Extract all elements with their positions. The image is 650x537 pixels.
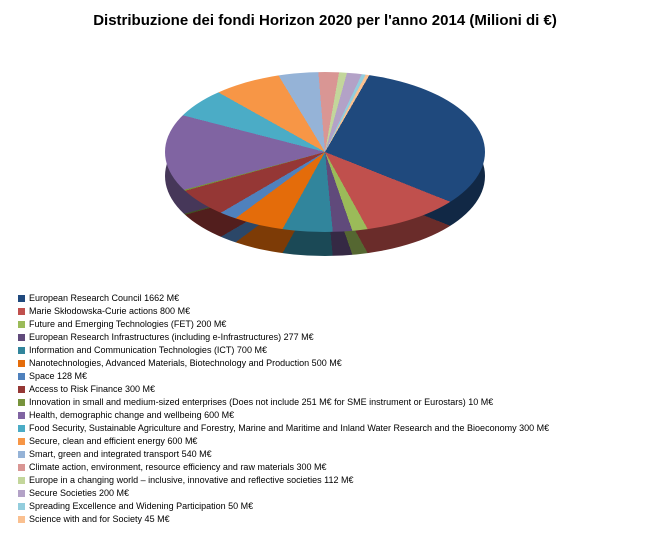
legend-item: Information and Communication Technologi… [18,344,549,357]
legend-label: Future and Emerging Technologies (FET) 2… [29,318,226,331]
legend-item: Nanotechnologies, Advanced Materials, Bi… [18,357,549,370]
legend-item: Access to Risk Finance 300 M€ [18,383,549,396]
legend-swatch [18,412,25,419]
legend-label: Health, demographic change and wellbeing… [29,409,234,422]
legend-label: Smart, green and integrated transport 54… [29,448,212,461]
chart-title: Distribuzione dei fondi Horizon 2020 per… [0,0,650,37]
legend-swatch [18,477,25,484]
legend-item: European Research Infrastructures (inclu… [18,331,549,344]
legend-swatch [18,464,25,471]
pie-3d [165,62,485,272]
legend-label: Food Security, Sustainable Agriculture a… [29,422,549,435]
legend-swatch [18,334,25,341]
legend-label: Information and Communication Technologi… [29,344,267,357]
legend-swatch [18,347,25,354]
legend-swatch [18,386,25,393]
legend-swatch [18,295,25,302]
legend-item: Food Security, Sustainable Agriculture a… [18,422,549,435]
legend-swatch [18,308,25,315]
legend: European Research Council 1662 M€Marie S… [18,292,549,526]
legend-label: Climate action, environment, resource ef… [29,461,326,474]
legend-label: Innovation in small and medium-sized ent… [29,396,493,409]
legend-swatch [18,360,25,367]
legend-swatch [18,516,25,523]
legend-label: Marie Skłodowska-Curie actions 800 M€ [29,305,190,318]
legend-item: Secure Societies 200 M€ [18,487,549,500]
legend-label: European Research Infrastructures (inclu… [29,331,314,344]
legend-item: Secure, clean and efficient energy 600 M… [18,435,549,448]
legend-item: Health, demographic change and wellbeing… [18,409,549,422]
legend-swatch [18,425,25,432]
legend-label: Spreading Excellence and Widening Partic… [29,500,253,513]
legend-label: Science with and for Society 45 M€ [29,513,170,526]
legend-item: Marie Skłodowska-Curie actions 800 M€ [18,305,549,318]
legend-swatch [18,451,25,458]
legend-label: Secure, clean and efficient energy 600 M… [29,435,197,448]
legend-item: Europe in a changing world – inclusive, … [18,474,549,487]
legend-item: European Research Council 1662 M€ [18,292,549,305]
legend-label: European Research Council 1662 M€ [29,292,179,305]
legend-swatch [18,490,25,497]
legend-label: Nanotechnologies, Advanced Materials, Bi… [29,357,342,370]
legend-label: Europe in a changing world – inclusive, … [29,474,354,487]
legend-item: Spreading Excellence and Widening Partic… [18,500,549,513]
pie-chart [0,37,650,297]
legend-item: Smart, green and integrated transport 54… [18,448,549,461]
legend-item: Science with and for Society 45 M€ [18,513,549,526]
legend-label: Secure Societies 200 M€ [29,487,129,500]
legend-label: Access to Risk Finance 300 M€ [29,383,155,396]
legend-item: Innovation in small and medium-sized ent… [18,396,549,409]
legend-swatch [18,373,25,380]
legend-swatch [18,399,25,406]
legend-swatch [18,321,25,328]
legend-swatch [18,438,25,445]
legend-label: Space 128 M€ [29,370,87,383]
legend-item: Space 128 M€ [18,370,549,383]
legend-item: Future and Emerging Technologies (FET) 2… [18,318,549,331]
legend-swatch [18,503,25,510]
legend-item: Climate action, environment, resource ef… [18,461,549,474]
pie-top-face [165,72,485,232]
